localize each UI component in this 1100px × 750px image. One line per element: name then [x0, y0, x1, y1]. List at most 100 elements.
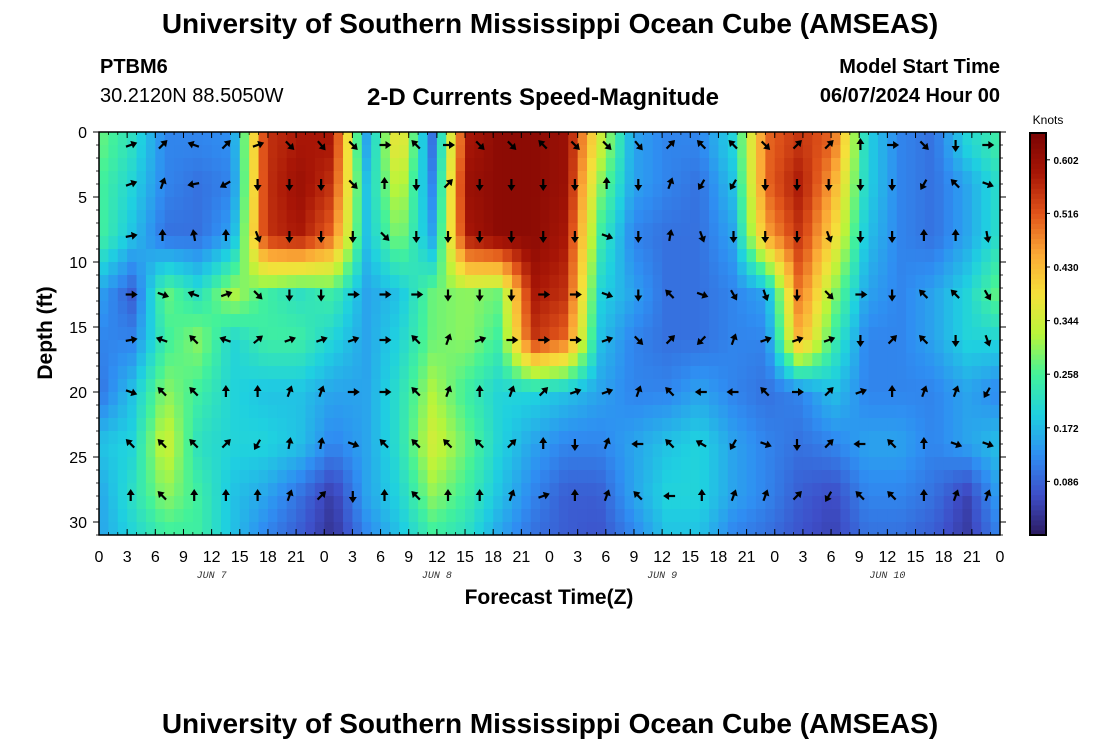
heatmap-cell: [549, 158, 560, 172]
heatmap-cell: [596, 366, 607, 380]
heatmap-cell: [145, 158, 156, 172]
heatmap-cell: [286, 197, 297, 211]
current-arrow: [538, 491, 550, 500]
heatmap-cell: [305, 288, 316, 302]
heatmap-cell: [633, 379, 644, 393]
heatmap-cell: [943, 236, 954, 250]
heatmap-cell: [718, 197, 729, 211]
heatmap-cell: [849, 223, 860, 237]
heatmap-cell: [765, 288, 776, 302]
heatmap-cell: [896, 145, 907, 159]
heatmap-cell: [558, 236, 569, 250]
heatmap-cell: [943, 340, 954, 354]
heatmap-cell: [943, 210, 954, 224]
heatmap-cell: [812, 262, 823, 276]
heatmap-cell: [896, 197, 907, 211]
heatmap-cell: [690, 171, 701, 185]
current-arrow-head: [793, 185, 801, 191]
heatmap-cell: [465, 444, 476, 458]
x-day-label: JUN 9: [647, 571, 677, 582]
heatmap-cell: [718, 288, 729, 302]
heatmap-cell: [239, 262, 250, 276]
heatmap-cell: [840, 392, 851, 406]
heatmap-cell: [427, 223, 438, 237]
heatmap-cell: [924, 236, 935, 250]
heatmap-cell: [192, 522, 203, 535]
heatmap-cell: [840, 236, 851, 250]
heatmap-cell: [643, 327, 654, 341]
heatmap-cell: [821, 418, 832, 432]
heatmap-cell: [849, 301, 860, 315]
current-arrow-head: [853, 440, 860, 448]
heatmap-cell: [755, 288, 766, 302]
heatmap-cell: [587, 249, 598, 263]
heatmap-cell: [249, 223, 260, 237]
heatmap-cell: [530, 184, 541, 198]
heatmap-cell: [108, 431, 119, 445]
current-arrow: [347, 388, 360, 396]
heatmap-cell: [474, 197, 485, 211]
heatmap-cell: [286, 301, 297, 315]
heatmap-cell: [521, 431, 532, 445]
heatmap-cell: [540, 405, 551, 419]
heatmap-cell: [577, 522, 588, 535]
heatmap-cell: [962, 379, 973, 393]
current-arrow-head: [317, 237, 326, 243]
heatmap-cell: [343, 145, 354, 159]
heatmap-cell: [765, 444, 776, 458]
heatmap-cell: [267, 457, 278, 471]
heatmap-cell: [127, 223, 138, 237]
heatmap-cell: [868, 275, 879, 289]
heatmap-cell: [690, 184, 701, 198]
heatmap-cell: [859, 184, 870, 198]
current-arrow: [190, 229, 198, 242]
heatmap-cell: [286, 236, 297, 250]
heatmap-cell: [221, 522, 231, 535]
heatmap-cell: [427, 184, 438, 198]
heatmap-cell: [727, 301, 738, 315]
heatmap-cell: [446, 275, 457, 289]
heatmap-cell: [399, 288, 410, 302]
heatmap-cell: [540, 392, 551, 406]
heatmap-cell: [211, 522, 222, 535]
heatmap-cell: [202, 301, 213, 315]
heatmap-cell: [164, 184, 175, 198]
heatmap-cell: [333, 262, 344, 276]
current-arrow-head: [887, 439, 895, 447]
heatmap-cell: [455, 197, 466, 211]
heatmap-cell: [399, 223, 410, 237]
heatmap-cell: [117, 470, 128, 484]
heatmap-cell: [267, 418, 278, 432]
heatmap-cell: [821, 236, 832, 250]
heatmap-cell: [117, 327, 128, 341]
current-arrow-head: [666, 229, 675, 236]
heatmap-cell: [587, 379, 598, 393]
heatmap-cell: [408, 340, 419, 354]
heatmap-cell: [943, 327, 954, 341]
heatmap-cell: [784, 509, 795, 523]
heatmap-cell: [211, 496, 222, 510]
current-arrow: [665, 335, 676, 345]
current-arrow: [221, 385, 230, 397]
current-arrow: [887, 141, 900, 149]
heatmap-cell: [221, 145, 231, 159]
current-arrow-head: [190, 229, 198, 236]
heatmap-cell: [267, 184, 278, 198]
heatmap-cell: [652, 210, 663, 224]
x-tick-label: 12: [428, 549, 446, 566]
current-arrow: [601, 291, 614, 299]
heatmap-cell: [849, 275, 860, 289]
heatmap-cell: [596, 301, 607, 315]
heatmap-cell: [305, 262, 316, 276]
heatmap-cell: [652, 379, 663, 393]
colorbar-segment: [1030, 494, 1046, 501]
current-arrow: [411, 387, 421, 397]
heatmap-cell: [511, 405, 522, 419]
heatmap-cell: [418, 483, 429, 497]
heatmap-cell: [971, 314, 982, 328]
heatmap-cell: [896, 418, 907, 432]
heatmap-cell: [849, 210, 860, 224]
heatmap-cell: [868, 522, 879, 535]
heatmap-cell: [446, 340, 457, 354]
heatmap-cell: [934, 249, 945, 263]
